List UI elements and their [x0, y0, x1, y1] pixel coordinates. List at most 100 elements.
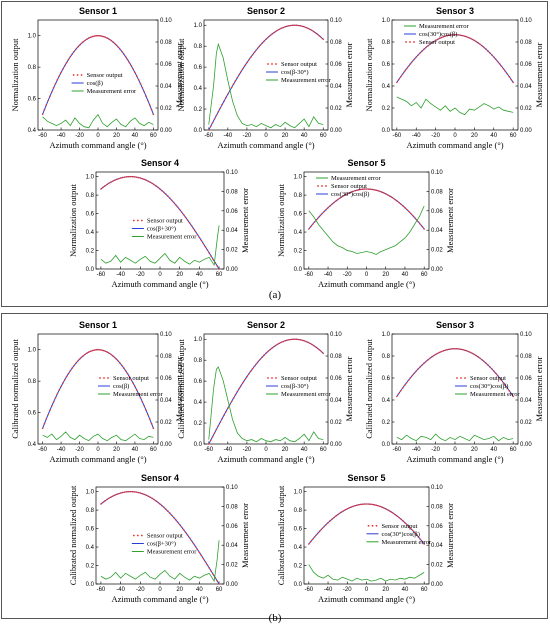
- x-tick-label: -20: [343, 272, 352, 278]
- sensor-output-point: [510, 78, 513, 81]
- y2-axis-label: Measurement error: [174, 42, 184, 107]
- sensor-output-point: [454, 347, 456, 350]
- sensor-output-point: [147, 413, 149, 416]
- sensor-output-point: [407, 379, 410, 382]
- sensor-output-point: [404, 206, 406, 209]
- sensor-output-point: [236, 390, 239, 393]
- sensor-output-point: [194, 230, 197, 233]
- sensor-output-point: [508, 389, 511, 392]
- sensor-output-point: [129, 175, 132, 178]
- sensor-output-point: [282, 340, 284, 343]
- sensor-output-point: [344, 509, 347, 511]
- sensor-output-point: [78, 358, 81, 360]
- x-tick-label: 60: [510, 447, 517, 453]
- sensor-output-point: [159, 503, 161, 505]
- sensor-output-point: [43, 108, 46, 111]
- x-tick-label: -20: [136, 587, 145, 593]
- y-tick-label: 0.0: [294, 267, 303, 273]
- sensor-output-point: [396, 81, 398, 84]
- sensor-output-point: [288, 25, 290, 27]
- sensor-output-point: [329, 520, 331, 522]
- sensor-output-point: [194, 545, 197, 548]
- sensor-output-point: [510, 392, 513, 395]
- measurement-error-line: [42, 431, 154, 442]
- sensor-output-point: [384, 508, 387, 510]
- x-axis-label: Azimuth command angle (°): [406, 140, 503, 150]
- sensor-output-point: [354, 504, 356, 507]
- legend-swatch: [267, 63, 269, 65]
- y2-tick-label: 0.02: [226, 248, 238, 254]
- sensor-output-point: [218, 268, 220, 270]
- sensor-output-point: [151, 497, 153, 500]
- sensor-output-point: [419, 52, 421, 54]
- sensor-output-point: [425, 46, 427, 49]
- sensor-output-point: [460, 348, 462, 351]
- sensor-output-point: [126, 372, 129, 375]
- y-tick-label: 0.8: [86, 508, 95, 514]
- sensor-output-point: [446, 34, 449, 37]
- x-tick-label: 0: [365, 272, 369, 278]
- sensor-output-point: [209, 439, 212, 442]
- sensor-output-point: [276, 343, 279, 346]
- sensor-output-point: [284, 26, 286, 28]
- y2-tick-label: 0.04: [160, 84, 172, 90]
- x-tick-label: 20: [471, 447, 478, 453]
- sensor-output-point: [361, 503, 364, 505]
- y-tick-label: 0.2: [382, 106, 391, 112]
- y2-tick-label: 0.08: [520, 354, 532, 360]
- y2-tick-label: 0.08: [160, 40, 172, 46]
- sensor-output-point: [102, 35, 105, 38]
- sensor-output-point: [244, 64, 246, 67]
- sensor-output-point: [149, 181, 151, 183]
- sensor-output-point: [423, 48, 425, 51]
- y-tick-label: 0.0: [194, 442, 203, 448]
- legend-entry: Measurement error: [147, 234, 197, 241]
- sensor-output-point: [384, 193, 387, 195]
- y-tick-label: 0.4: [86, 230, 95, 236]
- x-tick-label: 0: [158, 272, 162, 278]
- sensor-output-point: [148, 418, 151, 420]
- legend-entry: cos(β-30°): [281, 383, 309, 390]
- sensor-output-point: [263, 354, 265, 356]
- x-tick-label: 0: [453, 133, 457, 139]
- sensor-output-point: [110, 353, 112, 356]
- legend-swatch: [76, 74, 79, 76]
- legend-swatch: [136, 219, 139, 222]
- sensor-output-point: [348, 192, 350, 194]
- chart-title: Sensor 2: [247, 6, 285, 16]
- y2-tick-label: 0.00: [330, 128, 342, 134]
- sensor-output-point: [106, 37, 109, 39]
- sensor-output-point: [152, 427, 155, 430]
- sensor-output-point: [221, 103, 223, 106]
- y-tick-label: 0.6: [86, 212, 95, 218]
- sensor-output-point: [423, 228, 425, 230]
- sensor-output-point: [176, 206, 179, 208]
- sensor-output-point: [452, 33, 454, 36]
- sensor-output-point: [212, 573, 214, 576]
- sensor-output-point: [67, 372, 70, 375]
- sensor-output-point: [172, 516, 175, 519]
- sensor-output-point: [394, 198, 397, 201]
- x-axis-label: Azimuth command angle (°): [217, 140, 314, 150]
- y-tick-label: 0.6: [28, 97, 37, 103]
- sensor-output-point: [334, 515, 337, 517]
- sensor-output-point: [502, 381, 505, 384]
- sensor-output-point: [147, 180, 149, 182]
- chart-a-2: Sensor 2 -60 -40 -20 0 20 40 60 0.0 0.2 0.4 0.6 0.8 1…: [176, 6, 354, 150]
- sensor-output-point: [392, 512, 395, 515]
- sensor-output-point: [255, 362, 258, 365]
- sensor-output-point: [448, 34, 450, 37]
- sensor-output-point: [145, 95, 147, 97]
- sensor-output-point: [196, 233, 199, 236]
- y-tick-label: 0.6: [294, 527, 303, 533]
- y2-tick-label: 0.10: [431, 170, 443, 176]
- x-tick-label: 40: [301, 447, 308, 453]
- legend-entry: cos(β-30°): [281, 69, 309, 76]
- sensor-output-point: [367, 188, 370, 190]
- sensor-output-point: [126, 58, 129, 61]
- x-tick-label: 40: [402, 272, 409, 278]
- sensor-output-point: [348, 507, 350, 509]
- sensor-output-point: [475, 354, 478, 357]
- y2-tick-label: 0.00: [160, 128, 172, 134]
- sensor-output-point: [49, 95, 51, 97]
